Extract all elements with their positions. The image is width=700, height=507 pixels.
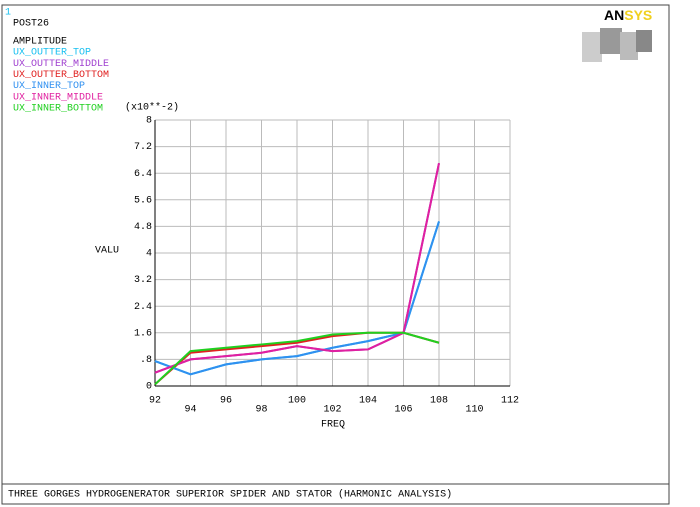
- y-tick-label: .8: [140, 355, 152, 366]
- legend-entry: UX_OUTTER_MIDDLE: [13, 59, 109, 70]
- x-tick-label: 102: [323, 405, 341, 416]
- y-tick-label: 1.6: [134, 328, 152, 339]
- legend-entry: UX_INNER_TOP: [13, 81, 85, 92]
- x-tick-label: 96: [220, 396, 232, 407]
- x-tick-label: 112: [501, 396, 519, 407]
- legend-entry: UX_INNER_MIDDLE: [13, 92, 103, 103]
- x-axis-label: FREQ: [321, 420, 345, 431]
- legend-title: AMPLITUDE: [13, 37, 67, 48]
- series-line: [154, 331, 440, 386]
- y-tick-label: 5.6: [134, 195, 152, 206]
- logo-part: AN: [604, 7, 624, 23]
- series-line: [154, 221, 440, 376]
- window-number: 1: [5, 8, 11, 19]
- frame: [1, 4, 670, 505]
- y-tick-label: 0: [146, 382, 152, 393]
- chart-title: THREE GORGES HYDROGENERATOR SUPERIOR SPI…: [8, 489, 452, 501]
- y-axis-label: VALU: [95, 246, 119, 257]
- x-tick-label: 106: [394, 405, 412, 416]
- y-multiplier: (x10**-2): [125, 102, 179, 114]
- y-tick-label: 8: [146, 116, 152, 127]
- x-tick-label: 104: [359, 396, 377, 407]
- logo-blur: [582, 28, 652, 62]
- legend-entry: UX_OUTTER_TOP: [13, 48, 91, 59]
- y-tick-label: 4.8: [134, 222, 152, 233]
- x-tick-label: 98: [255, 405, 267, 416]
- logo: ANSYS: [604, 7, 652, 23]
- y-tick-label: 7.2: [134, 142, 152, 153]
- y-tick-label: 2.4: [134, 302, 152, 313]
- legend-entry: UX_OUTTER_BOTTOM: [13, 70, 109, 81]
- y-tick-label: 4: [146, 249, 152, 260]
- logo-part: SYS: [624, 7, 652, 23]
- x-tick-label: 110: [465, 405, 483, 416]
- y-tick-label: 6.4: [134, 169, 152, 180]
- plot-label: POST26: [13, 19, 49, 30]
- x-tick-label: 92: [149, 396, 161, 407]
- x-tick-label: 94: [184, 405, 196, 416]
- series-line: [154, 163, 440, 374]
- x-tick-label: 100: [288, 396, 306, 407]
- x-tick-label: 108: [430, 396, 448, 407]
- y-tick-label: 3.2: [134, 275, 152, 286]
- legend-entry: UX_INNER_BOTTOM: [13, 104, 103, 115]
